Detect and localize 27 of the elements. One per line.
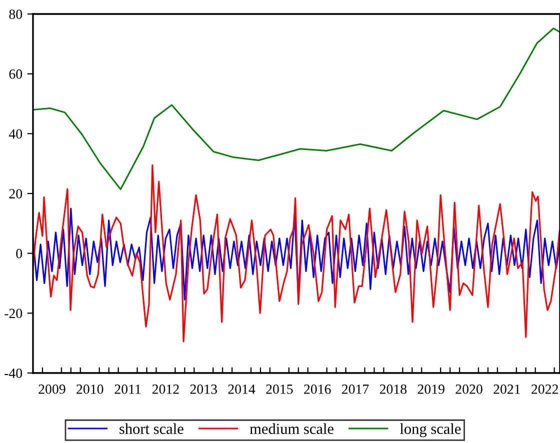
x-tick-label: 2018 [380,384,407,394]
line-series [33,208,560,300]
x-tick-label: 2012 [152,384,179,394]
x-tick-label: 2010 [76,384,104,394]
y-tick-label: 80 [9,10,22,19]
x-tick-label: 2013 [190,384,217,394]
x-tick-label: 2011 [114,384,141,394]
y-tick-label: 20 [9,189,22,198]
x-tick-label: 2020 [456,384,482,394]
y-tick-label: -40 [4,368,22,378]
legend-label: long scale [400,423,461,438]
x-tick-label: 2019 [418,384,444,394]
x-tick-label: 2015 [266,384,293,394]
x-tick-label: 2014 [228,384,256,394]
legend-label: medium scale [250,423,334,434]
y-tick-label: 60 [9,69,22,79]
x-tick-label: 2022 [532,384,558,394]
y-tick-label: 40 [8,129,22,139]
x-tick-label: 2021 [494,384,520,394]
line-series [33,164,560,342]
line-series [33,28,560,190]
y-tick-label: 0 [16,248,22,258]
legend-label: short scale [120,423,184,434]
y-tick-label: -20 [4,308,22,318]
x-tick-label: 2009 [38,384,66,394]
x-tick-label: 2016 [304,384,331,394]
x-tick-label: 2017 [342,384,369,394]
